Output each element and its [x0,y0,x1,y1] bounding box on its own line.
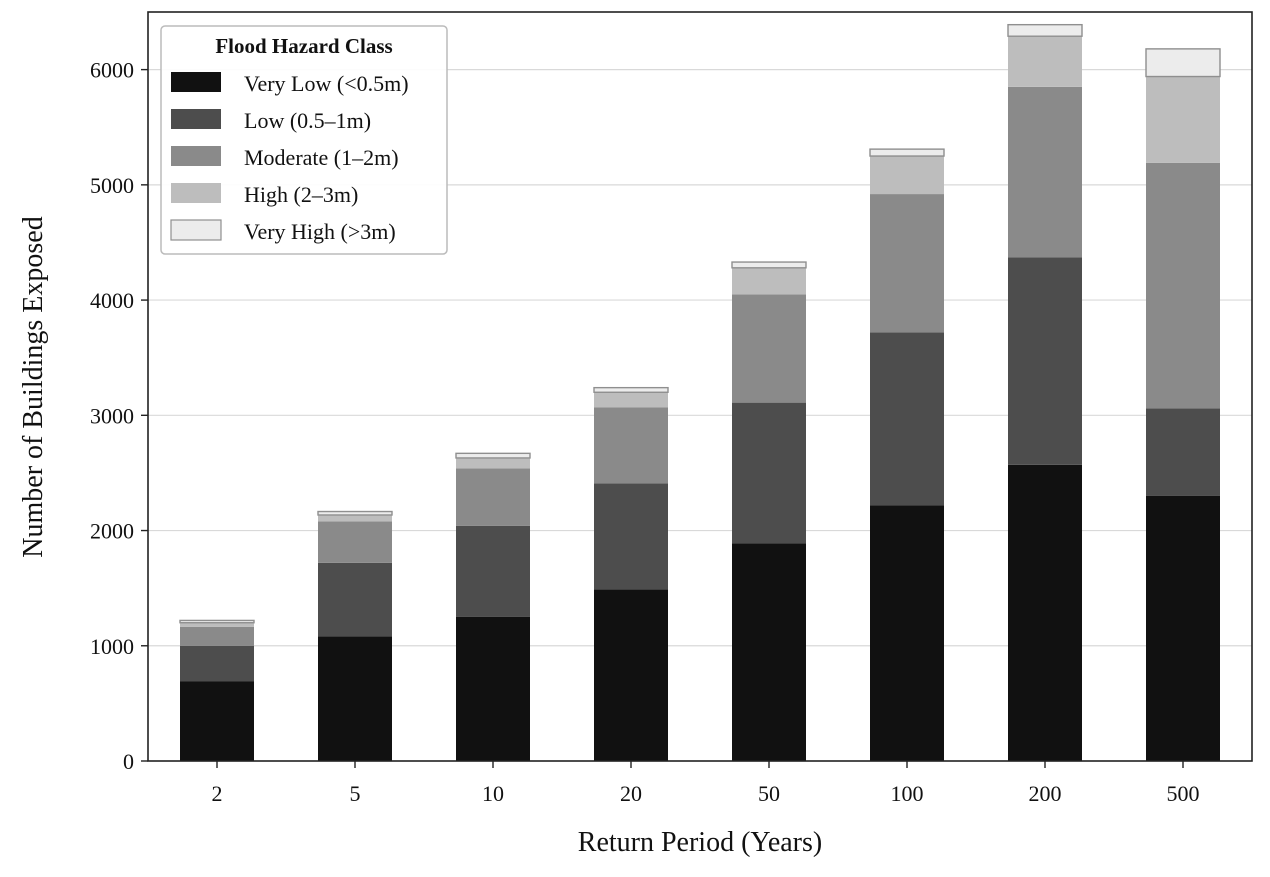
legend-label: High (2–3m) [244,182,358,207]
x-tick-label: 50 [758,781,780,806]
bar-segment [1008,86,1082,258]
y-tick-label: 4000 [90,288,134,313]
bar-segment [1146,76,1220,163]
bar-stack [317,510,393,761]
y-axis-label: Number of Buildings Exposed [18,216,49,557]
x-tick-label: 20 [620,781,642,806]
legend-title: Flood Hazard Class [215,34,392,58]
legend-label: Low (0.5–1m) [244,108,371,133]
x-axis-label: Return Period (Years) [578,827,822,858]
bar-segment [732,294,806,403]
bar-segment [732,267,806,295]
bar-segment [180,626,254,646]
y-tick-label: 6000 [90,58,134,83]
legend-swatch [171,183,221,203]
y-tick-label: 0 [123,749,134,774]
bar-segment [318,514,392,522]
legend-swatch [171,72,221,92]
bar-segment [1146,162,1220,409]
x-tick-label: 200 [1029,781,1062,806]
legend-item: Very High (>3m) [170,219,396,244]
bar-segment [456,468,530,526]
bar-segment [870,194,944,333]
legend-box [160,25,448,255]
bar-segment [869,148,945,157]
x-tick-label: 2 [212,781,223,806]
bar-segment [594,483,668,590]
legend-swatch [171,146,221,166]
bar-segment [1146,495,1220,761]
bar-segment [1145,48,1221,78]
bar-stacks [179,23,1221,761]
y-axis: 0 1000 2000 3000 4000 5000 6000 [90,58,148,774]
bar-stack [1145,48,1221,761]
legend: Flood Hazard Class Very Low (<0.5m) Low (… [160,25,448,255]
x-tick-label: 5 [350,781,361,806]
bar-stack [179,619,255,761]
bar-segment [180,645,254,682]
bar-segment [870,505,944,761]
bar-stack [455,452,531,761]
legend-item: Low (0.5–1m) [171,108,371,133]
legend-label: Very High (>3m) [244,219,396,244]
bar-segment [318,521,392,563]
bar-segment [870,156,944,195]
x-tick-label: 100 [891,781,924,806]
x-tick-label: 10 [482,781,504,806]
bar-segment [456,616,530,761]
bar-stack [1007,23,1083,761]
bar-segment [870,332,944,506]
bar-segment [594,392,668,408]
bar-segment [455,452,531,459]
bar-segment [731,261,807,269]
legend-swatch [170,219,222,241]
bar-segment [594,407,668,484]
bar-segment [732,402,806,544]
bar-stack [593,386,669,761]
legend-item: Moderate (1–2m) [171,145,399,170]
bar-segment [1146,408,1220,496]
bar-stack [731,261,807,761]
legend-label: Moderate (1–2m) [244,145,399,170]
y-tick-label: 1000 [90,634,134,659]
bar-stack [869,148,945,761]
legend-items: Very Low (<0.5m) Low (0.5–1m) Moderate (1–… [170,71,409,244]
y-tick-label: 3000 [90,403,134,428]
legend-label: Very Low (<0.5m) [244,71,409,96]
bar-segment [318,562,392,637]
bar-segment [317,510,393,516]
x-tick-label: 500 [1167,781,1200,806]
bar-segment [593,386,669,393]
legend-item: Very Low (<0.5m) [171,71,409,96]
bar-segment [594,589,668,761]
bar-segment [179,619,255,624]
y-tick-label: 5000 [90,173,134,198]
legend-swatch [171,109,221,129]
legend-item: High (2–3m) [171,182,358,207]
bar-segment [1008,257,1082,465]
y-tick-label: 2000 [90,519,134,544]
bar-segment [732,543,806,761]
bar-segment [1007,23,1083,37]
bar-segment [180,622,254,627]
bar-segment [1008,36,1082,87]
bar-segment [318,636,392,761]
bar-segment [456,525,530,617]
bar-segment [1008,464,1082,761]
plot-frame [147,11,1253,762]
bar-segment [180,681,254,761]
x-axis: 2 5 10 20 50 100 200 500 [212,761,1200,806]
bar-segment [456,457,530,469]
